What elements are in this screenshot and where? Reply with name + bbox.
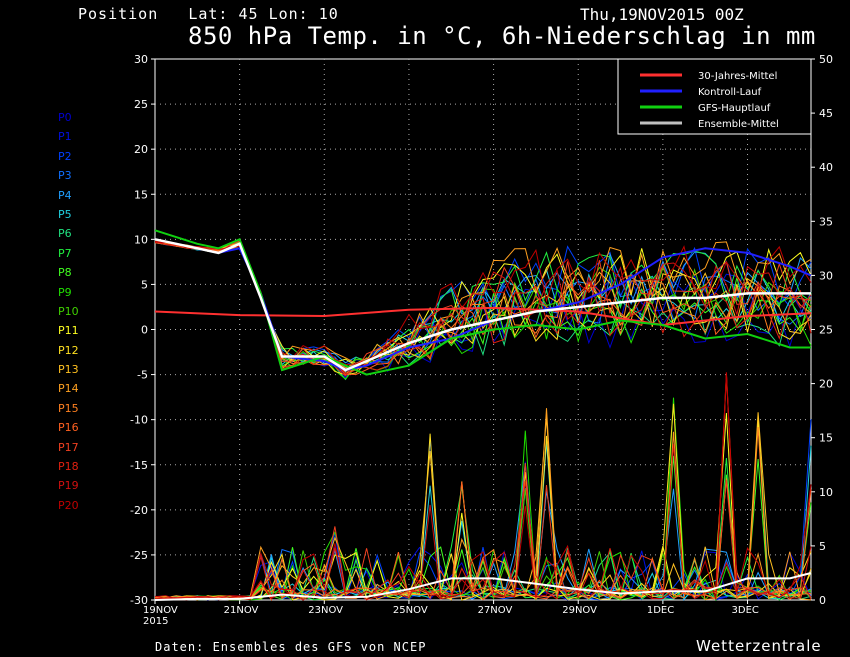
precip-line-p2 <box>154 419 812 601</box>
y-tick-label-left: -10 <box>130 414 148 427</box>
ensemble-label-p7: P7 <box>58 246 72 260</box>
y-tick-label-left: 25 <box>134 98 148 111</box>
precip-line-p11 <box>154 412 812 601</box>
run-date: Thu,19NOV2015 00Z <box>580 5 744 24</box>
x-tick-label: 1DEC <box>647 605 674 616</box>
y-tick-label-right: 15 <box>819 432 833 445</box>
grid <box>155 59 811 600</box>
legend-label: 30-Jahres-Mittel <box>698 71 777 82</box>
y-tick-label-left: 5 <box>141 278 148 291</box>
y-tick-label-right: 40 <box>819 161 833 174</box>
ensemble-lines <box>154 239 812 381</box>
precip-line-p16 <box>154 374 812 602</box>
y-tick-label-right: 25 <box>819 324 833 337</box>
plot-frame <box>154 58 812 601</box>
ensemble-label-p15: P15 <box>58 401 79 415</box>
y-tick-label-left: 15 <box>134 188 148 201</box>
ensemble-temp-line-p14 <box>154 241 812 364</box>
precip-line-p18 <box>154 373 812 601</box>
data-source: Daten: Ensembles des GFS von NCEP <box>155 640 427 654</box>
ensemble-label-p10: P10 <box>58 304 79 318</box>
ensemble-label-p4: P4 <box>58 188 72 202</box>
x-tick-label: 3DEC <box>732 605 759 616</box>
y-tick-label-left: -30 <box>130 594 148 607</box>
ensemble-label-p17: P17 <box>58 440 79 454</box>
precip-line-p20 <box>154 372 812 601</box>
precip-line-p15 <box>154 426 812 601</box>
ensemble-label-p0: P0 <box>58 111 72 124</box>
brand-label: Wetterzentrale <box>696 637 822 655</box>
y-tick-label-right: 35 <box>819 215 833 228</box>
ensemble-label-p9: P9 <box>58 285 72 299</box>
ensemble-label-p13: P13 <box>58 363 79 377</box>
y-tick-label-left: -5 <box>137 369 148 382</box>
ensemble-label-p20: P20 <box>58 498 79 512</box>
series-line-gfs-hauptlauf <box>154 229 811 376</box>
legend-label: GFS-Hauptlauf <box>698 103 771 114</box>
legend-label: Ensemble-Mittel <box>698 119 779 130</box>
y-tick-label-left: 10 <box>134 233 148 246</box>
y-tick-label-left: 0 <box>141 324 148 337</box>
precip-line-p19 <box>154 443 812 601</box>
x-year-label: 2015 <box>143 616 168 627</box>
ensemble-label-p5: P5 <box>58 207 72 221</box>
x-axis: 19NOV 21NOV 23NOV 25NOV 27NOV 29NOV 1DEC 3DEC 20… <box>143 600 759 627</box>
x-tick-label: 25NOV <box>393 605 428 616</box>
chart-title: 850 hPa Temp. in °C, 6h-Niederschlag in … <box>188 22 816 50</box>
x-tick-label: 19NOV <box>143 605 178 616</box>
legend: 30-Jahres-Mittel Kontroll-Lauf GFS-Hauptla… <box>617 58 812 135</box>
ensemble-label-p14: P14 <box>58 382 79 396</box>
series-lines <box>154 229 812 376</box>
series-line-ensemble-mittel <box>154 238 811 372</box>
y-tick-label-left: -20 <box>130 504 148 517</box>
ensemble-label-p3: P3 <box>58 169 72 183</box>
precip-line-p17 <box>154 463 812 601</box>
ensemble-label-p6: P6 <box>58 227 72 241</box>
position-label: Position Lat: 45 Lon: 10 <box>78 5 339 23</box>
ensemble-label-p12: P12 <box>58 343 79 357</box>
ensemble-label-p19: P19 <box>58 479 79 493</box>
ensemble-label-p2: P2 <box>58 149 72 163</box>
y-tick-label-left: -15 <box>130 459 148 472</box>
ensemble-label-p1: P1 <box>58 130 72 144</box>
y-tick-label-right: 0 <box>819 594 826 607</box>
ensemble-label-p8: P8 <box>58 266 72 280</box>
ensemble-label-p11: P11 <box>58 324 79 338</box>
x-tick-label: 21NOV <box>224 605 259 616</box>
y-tick-label-right: 50 <box>819 53 833 66</box>
y-tick-label-left: 30 <box>134 53 148 66</box>
ensemble-label-p16: P16 <box>58 421 79 435</box>
precip-line-p14 <box>154 408 812 601</box>
ensemble-member-list: P0 P1 P2 P3 P4 P5 P6 P7 P8 P9 P10 P11 P12 P13 P14 P15 P1… <box>58 108 79 515</box>
precip-line-p13 <box>154 412 812 601</box>
x-tick-label: 29NOV <box>562 605 597 616</box>
y-axis-left: 30 25 20 15 10 5 0 -5 -10 -15 -20 -25 -30 <box>130 53 155 607</box>
precip-line-p3 <box>154 438 812 601</box>
x-tick-label: 23NOV <box>308 605 343 616</box>
ensemble-label-p18: P18 <box>58 460 79 474</box>
y-tick-label-right: 10 <box>819 486 833 499</box>
legend-label: Kontroll-Lauf <box>698 87 762 98</box>
y-tick-label-left: 20 <box>134 143 148 156</box>
y-tick-label-right: 45 <box>819 107 833 120</box>
y-tick-label-right: 30 <box>819 269 833 282</box>
precip-mean-line <box>154 572 812 601</box>
y-tick-label-right: 20 <box>819 378 833 391</box>
y-tick-label-right: 5 <box>819 540 826 553</box>
y-tick-label-left: -25 <box>130 549 148 562</box>
x-tick-label: 27NOV <box>478 605 513 616</box>
precipitation-lines <box>154 372 812 602</box>
precip-line-p6 <box>154 417 812 601</box>
precip-line-p5 <box>154 441 812 601</box>
